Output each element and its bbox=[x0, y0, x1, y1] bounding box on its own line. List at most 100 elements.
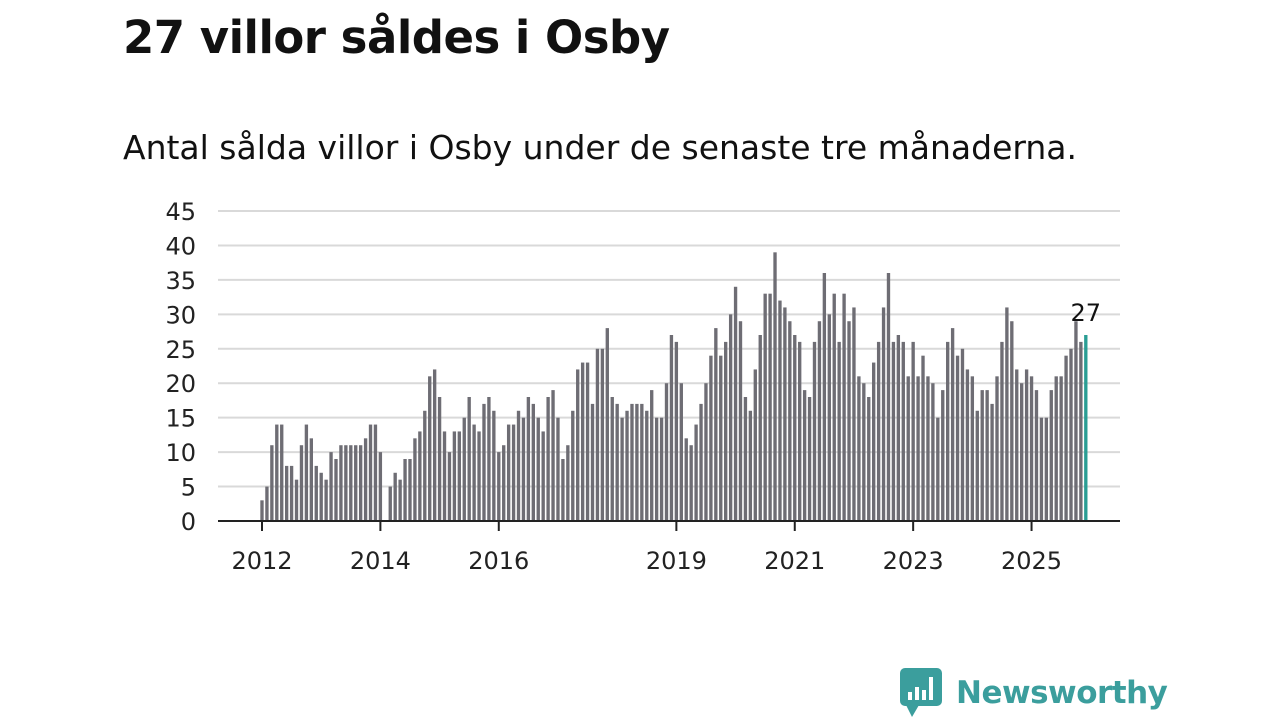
bar bbox=[566, 445, 570, 521]
bar bbox=[674, 341, 679, 521]
bar bbox=[847, 321, 851, 521]
bar bbox=[275, 424, 279, 521]
bar bbox=[960, 348, 965, 521]
bar bbox=[576, 369, 580, 521]
bar bbox=[950, 328, 955, 521]
bar bbox=[758, 335, 762, 521]
newsworthy-logo: Newsworthy bbox=[900, 668, 1168, 718]
bar bbox=[497, 452, 501, 521]
bar bbox=[1015, 369, 1019, 521]
y-tick-label-10: 10 bbox=[165, 439, 196, 467]
y-tick-label-25: 25 bbox=[165, 336, 196, 364]
bar bbox=[324, 479, 328, 521]
bar bbox=[571, 410, 575, 521]
x-tick-label-2025: 2025 bbox=[1001, 547, 1062, 575]
bar bbox=[965, 369, 970, 521]
bar bbox=[1029, 376, 1034, 521]
bar bbox=[857, 376, 861, 521]
bar bbox=[1000, 341, 1004, 521]
bar bbox=[378, 452, 383, 521]
bar bbox=[284, 465, 289, 521]
bar bbox=[610, 397, 614, 521]
bar bbox=[462, 417, 466, 521]
bar bbox=[265, 486, 269, 521]
bar bbox=[467, 397, 471, 521]
bar bbox=[442, 431, 447, 521]
bar bbox=[768, 293, 772, 521]
bar bbox=[354, 445, 358, 521]
bar bbox=[881, 307, 886, 521]
bar bbox=[521, 417, 526, 521]
bar bbox=[432, 369, 437, 521]
bar bbox=[955, 355, 960, 521]
bar bbox=[724, 341, 728, 521]
bar bbox=[886, 273, 891, 521]
bar bbox=[368, 424, 373, 521]
bar bbox=[299, 445, 304, 521]
bar bbox=[733, 286, 738, 521]
bar bbox=[580, 362, 585, 521]
bar bbox=[679, 383, 683, 521]
bar bbox=[615, 403, 619, 521]
bar bbox=[536, 417, 540, 521]
bar bbox=[931, 383, 935, 521]
bar bbox=[1010, 321, 1014, 521]
bar bbox=[911, 341, 915, 521]
bar bbox=[590, 403, 595, 521]
bar bbox=[990, 403, 994, 521]
bar bbox=[630, 403, 634, 521]
x-tick-label-2012: 2012 bbox=[231, 547, 292, 575]
x-tick-label-2014: 2014 bbox=[350, 547, 411, 575]
bar bbox=[645, 410, 649, 521]
bar bbox=[423, 410, 427, 521]
newsworthy-logo-text: Newsworthy bbox=[956, 675, 1168, 711]
bar bbox=[832, 293, 836, 521]
y-tick-label-40: 40 bbox=[165, 232, 196, 260]
bar bbox=[309, 438, 313, 521]
bar bbox=[694, 424, 698, 521]
bar bbox=[985, 390, 989, 521]
bar bbox=[852, 307, 856, 521]
bar bbox=[1044, 417, 1049, 521]
bar bbox=[585, 362, 590, 521]
bar bbox=[728, 314, 733, 521]
bar bbox=[403, 459, 407, 521]
bar bbox=[719, 355, 723, 521]
bar bbox=[1069, 348, 1073, 521]
bar bbox=[413, 438, 417, 521]
bar bbox=[516, 410, 521, 521]
bar-highlight bbox=[1084, 335, 1088, 521]
bar bbox=[492, 410, 496, 521]
bar bbox=[659, 417, 664, 521]
bar bbox=[556, 417, 560, 521]
bar bbox=[748, 410, 753, 521]
bar bbox=[862, 383, 866, 521]
bar bbox=[822, 273, 827, 521]
bar bbox=[872, 362, 876, 521]
bar bbox=[447, 452, 452, 521]
bar bbox=[807, 397, 812, 521]
bar bbox=[625, 410, 629, 521]
bar bbox=[595, 348, 600, 521]
bar bbox=[526, 397, 531, 521]
bar bbox=[980, 390, 984, 521]
bar bbox=[763, 293, 767, 521]
bar bbox=[319, 472, 323, 521]
bar bbox=[916, 376, 920, 521]
bar bbox=[941, 390, 945, 521]
bar bbox=[867, 397, 871, 521]
bar bbox=[482, 403, 486, 521]
bar bbox=[793, 335, 797, 521]
bar bbox=[876, 341, 881, 521]
bar bbox=[921, 355, 925, 521]
bar bbox=[551, 390, 555, 521]
highlight-data-label: 27 bbox=[1071, 299, 1102, 327]
bar bbox=[329, 452, 333, 521]
bar bbox=[531, 403, 535, 521]
bar bbox=[650, 390, 654, 521]
bar bbox=[373, 424, 378, 521]
bar bbox=[280, 424, 284, 521]
bar bbox=[936, 417, 940, 521]
bar bbox=[778, 300, 782, 521]
